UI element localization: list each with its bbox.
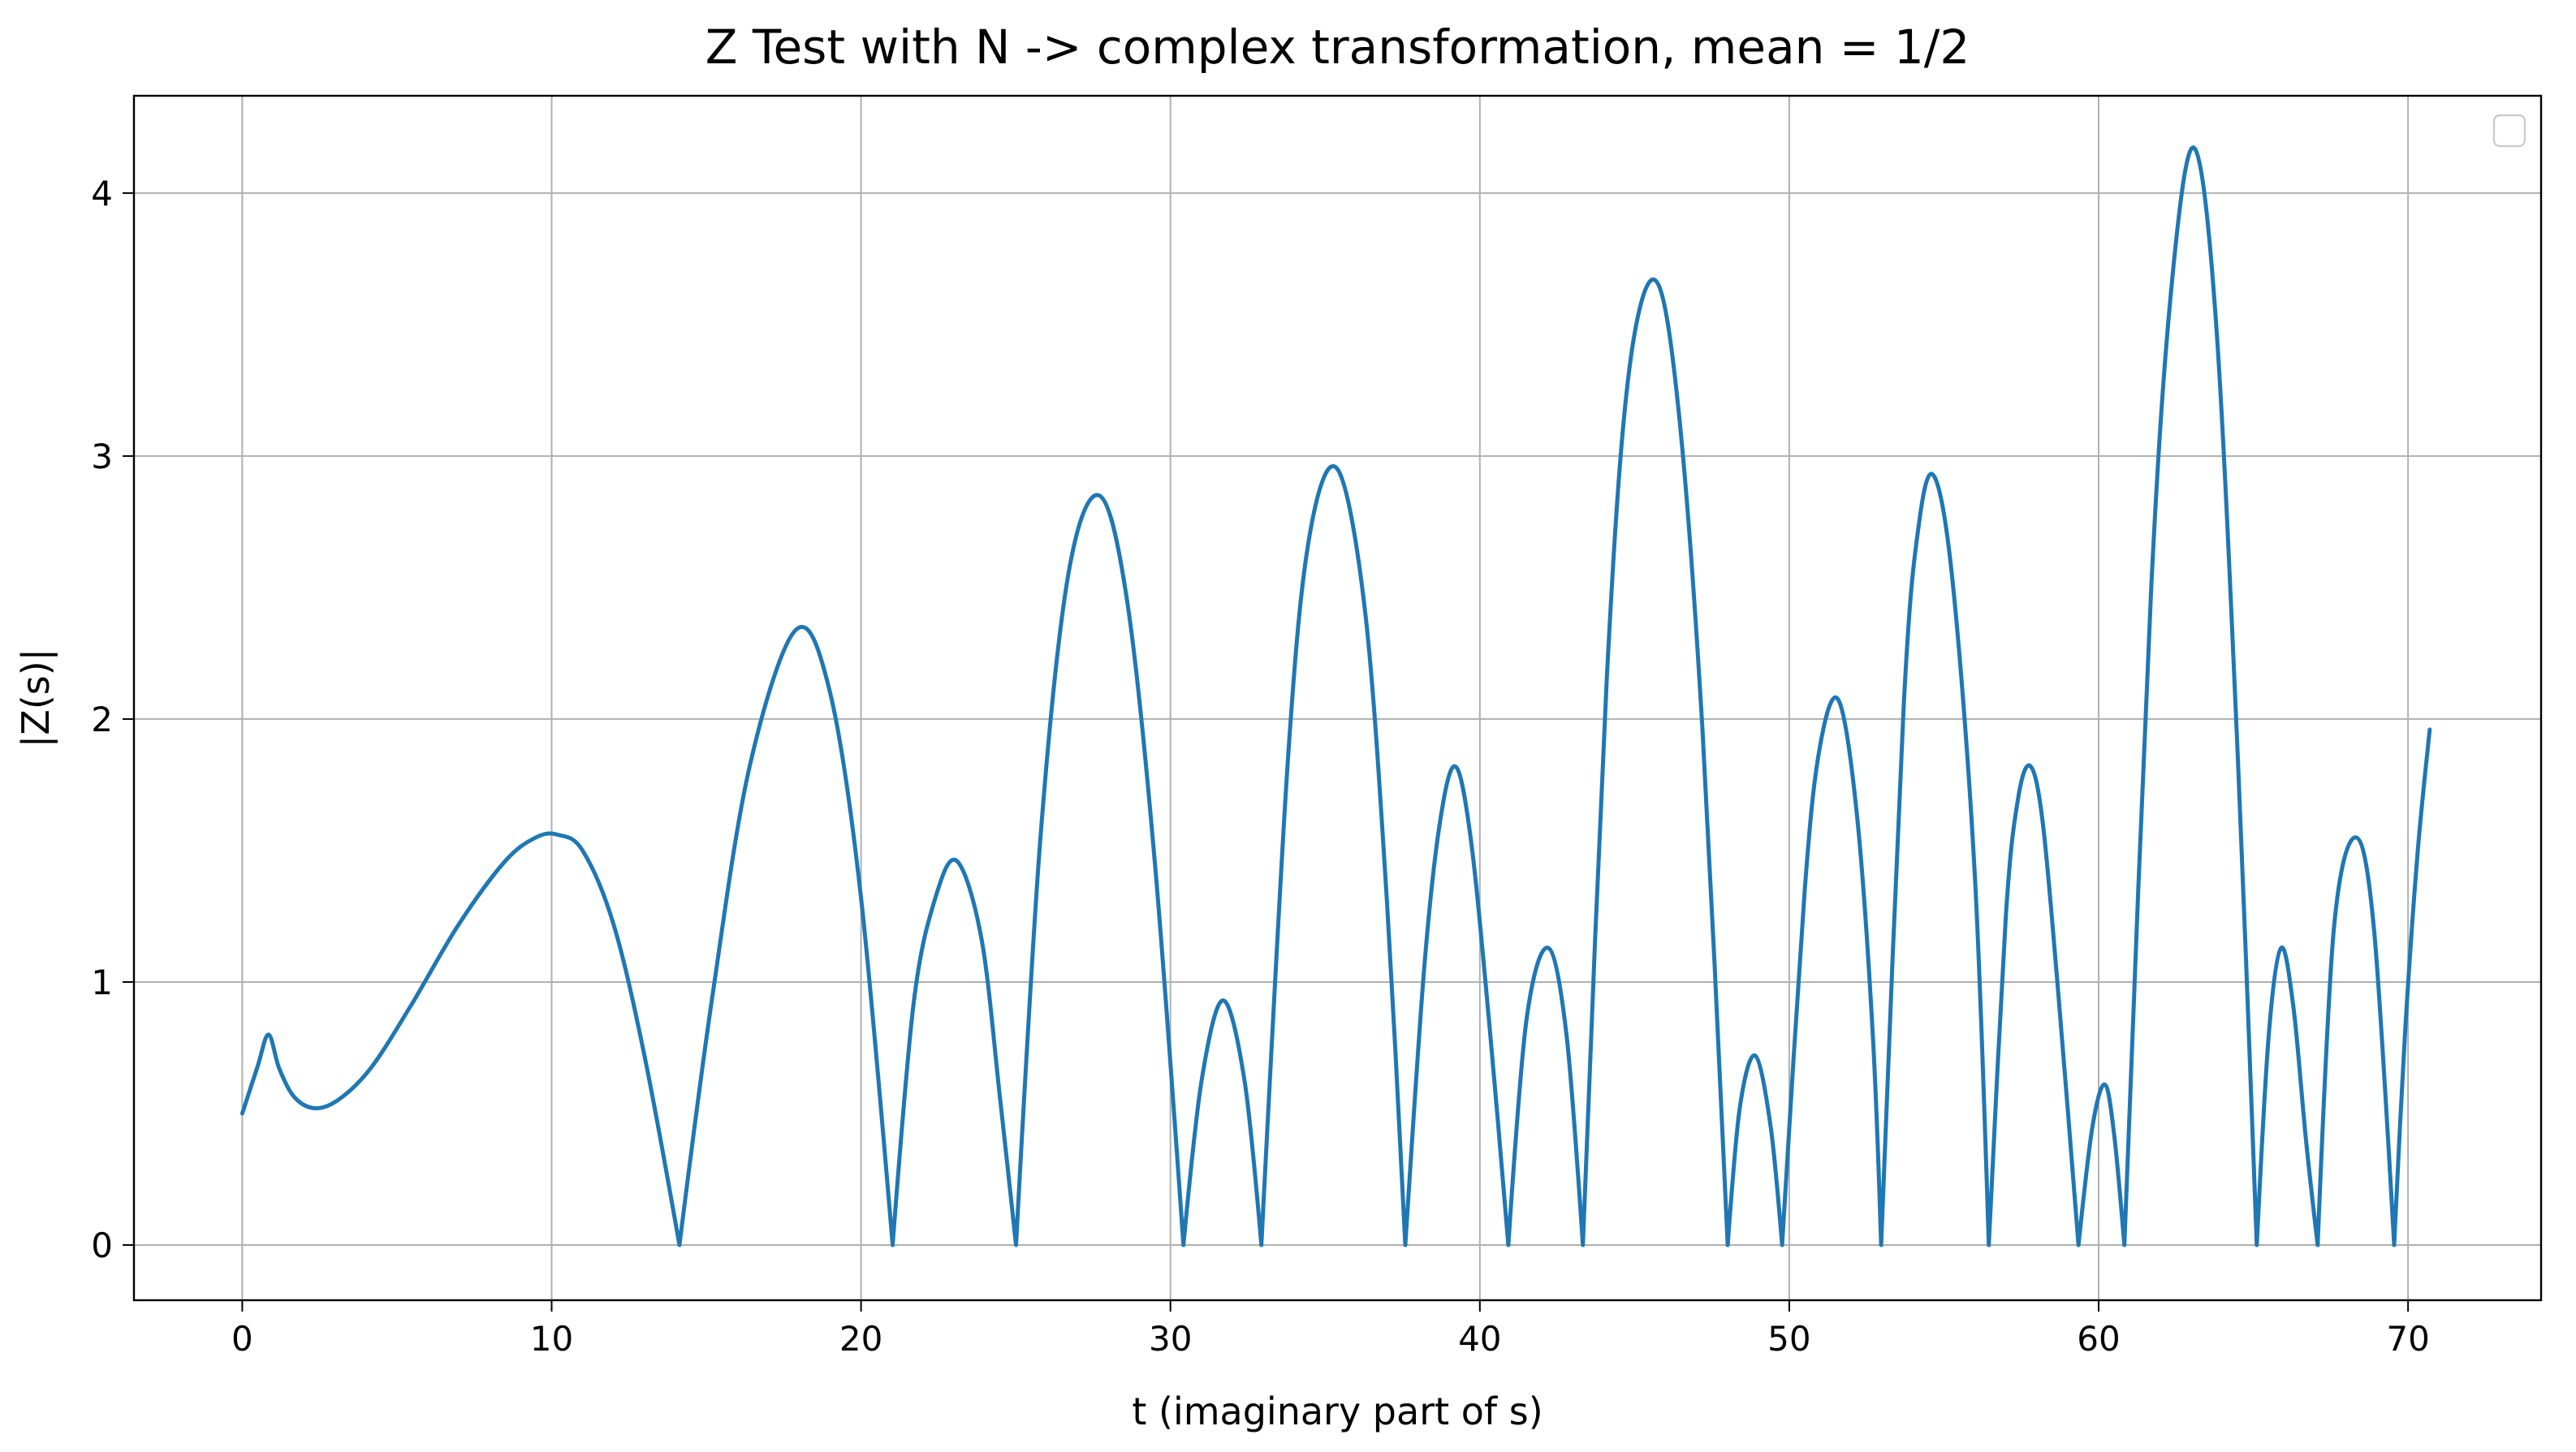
grid (134, 96, 2541, 1300)
y-axis-label: |Z(s)| (14, 648, 58, 748)
x-tick-label: 20 (839, 1319, 882, 1359)
x-tick-label: 30 (1149, 1319, 1192, 1359)
series-line-0 (239, 145, 2432, 1247)
x-axis-label: t (imaginary part of s) (1132, 1390, 1543, 1433)
y-tick-label: 0 (91, 1226, 113, 1265)
x-tick-label: 0 (231, 1319, 253, 1359)
x-tick-label: 40 (1458, 1319, 1501, 1359)
y-tick-label: 1 (91, 963, 113, 1002)
chart-title: Z Test with N -> complex transformation,… (705, 19, 1970, 75)
x-tick-label: 60 (2077, 1319, 2120, 1359)
ticks: 0 10 20 30 40 50 60 70 0 1 2 3 4 (91, 174, 2430, 1359)
plot-frame (132, 94, 2543, 1302)
x-tick-label: 50 (1767, 1319, 1810, 1359)
series-layer (239, 145, 2432, 1247)
x-tick-label: 70 (2386, 1319, 2429, 1359)
y-tick-label: 3 (91, 437, 113, 476)
x-tick-label: 10 (530, 1319, 573, 1359)
y-tick-label: 4 (91, 174, 113, 213)
y-tick-label: 2 (91, 700, 113, 739)
legend-box[interactable] (2492, 114, 2526, 148)
